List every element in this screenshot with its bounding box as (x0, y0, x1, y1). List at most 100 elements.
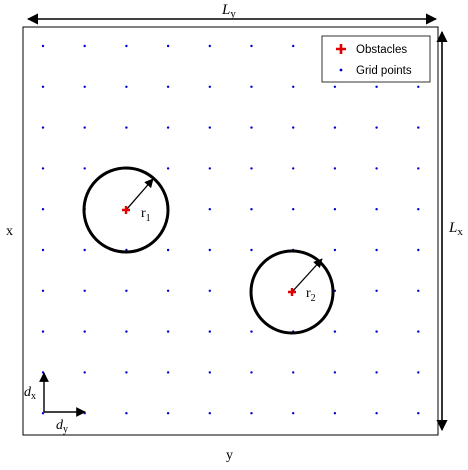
grid-point (333, 371, 337, 374)
grid-point (208, 126, 211, 129)
legend-grid-points-marker (339, 68, 343, 72)
step-indicator: dx dy (24, 372, 86, 435)
grid-point (41, 208, 45, 211)
grid-point (125, 412, 128, 415)
grid-point (208, 371, 211, 374)
obstacle-1: r1 (82, 166, 170, 254)
grid-point (125, 371, 128, 374)
grid-point (333, 126, 337, 129)
grid-point (41, 44, 45, 48)
domain-frame (22, 26, 439, 436)
obstacle-2-radius-arrow (291, 258, 323, 293)
grid-point (125, 289, 128, 292)
grid-point (333, 412, 337, 415)
grid-point (333, 85, 337, 89)
top-dimension-label: Ly (221, 2, 236, 20)
grid-point (333, 330, 337, 333)
grid-points (41, 44, 420, 415)
grid-point (41, 126, 45, 129)
grid-point (208, 289, 211, 292)
grid-point (375, 371, 378, 374)
grid-point (333, 208, 337, 211)
grid-point (250, 44, 253, 48)
grid-point (417, 289, 420, 292)
grid-point (166, 289, 170, 292)
grid-point (83, 371, 86, 374)
grid-point (375, 248, 378, 252)
grid-point (417, 126, 420, 129)
obstacle-1-center-marker (122, 206, 130, 214)
grid-point (417, 85, 420, 89)
grid-point (83, 330, 86, 333)
grid-point (250, 330, 253, 333)
grid-point (41, 85, 45, 89)
grid-point (41, 248, 45, 252)
grid-point (292, 371, 295, 374)
grid-point (292, 126, 295, 129)
grid-point (250, 371, 253, 374)
grid-point (83, 44, 86, 48)
grid-point (166, 412, 170, 415)
grid-point (208, 248, 211, 252)
grid-point (208, 167, 211, 170)
grid-point (83, 248, 86, 252)
step-y-label: dy (56, 418, 68, 435)
grid-point (166, 167, 170, 170)
grid-point (83, 167, 86, 170)
obstacle-2: r2 (249, 249, 335, 335)
grid-point (208, 412, 211, 415)
grid-point (166, 85, 170, 89)
grid-point (417, 248, 420, 252)
legend-obstacles-label: Obstacles (356, 44, 407, 56)
obstacle-1-radius-label: r1 (141, 206, 151, 224)
grid-point (41, 330, 45, 333)
grid-point (125, 44, 128, 48)
obstacle-2-circle (249, 249, 335, 335)
obstacle-2-center-marker (288, 288, 296, 296)
bottom-axis-label: y (226, 448, 233, 463)
grid-point (125, 126, 128, 129)
grid-point (292, 44, 295, 48)
grid-point (375, 289, 378, 292)
grid-point (292, 167, 295, 170)
grid-point (83, 126, 86, 129)
grid-point (166, 330, 170, 333)
grid-point (417, 208, 420, 211)
right-dimension-label: Lx (448, 220, 463, 238)
grid-point (417, 412, 420, 415)
grid-point (417, 167, 420, 170)
grid-point (333, 248, 337, 252)
legend-box (321, 35, 431, 83)
grid-point (166, 44, 170, 48)
grid-point (41, 167, 45, 170)
obstacle-1-radius-arrow (125, 178, 154, 211)
grid-point (250, 208, 253, 211)
grid-point (41, 289, 45, 292)
legend-obstacles-marker (336, 44, 346, 54)
grid-point (208, 208, 211, 211)
grid-point (250, 167, 253, 170)
grid-point (41, 412, 45, 415)
step-x-label: dx (24, 385, 36, 402)
grid-point (250, 412, 253, 415)
grid-point (83, 289, 86, 292)
grid-point (417, 330, 420, 333)
grid-point (292, 208, 295, 211)
obstacle-1-circle (82, 166, 170, 254)
grid-point (375, 412, 378, 415)
grid-point (292, 412, 295, 415)
grid-point (166, 248, 170, 252)
obstacle-2-radius-label: r2 (306, 286, 316, 304)
legend-grid-points-label: Grid points (356, 65, 412, 77)
grid-point (250, 85, 253, 89)
grid-point (250, 248, 253, 252)
left-axis-label: x (6, 224, 13, 239)
grid-point (250, 126, 253, 129)
grid-point (333, 167, 337, 170)
grid-point (166, 371, 170, 374)
grid-point (292, 85, 295, 89)
legend: Obstacles Grid points (321, 35, 431, 83)
grid-point (375, 208, 378, 211)
grid-point (125, 330, 128, 333)
